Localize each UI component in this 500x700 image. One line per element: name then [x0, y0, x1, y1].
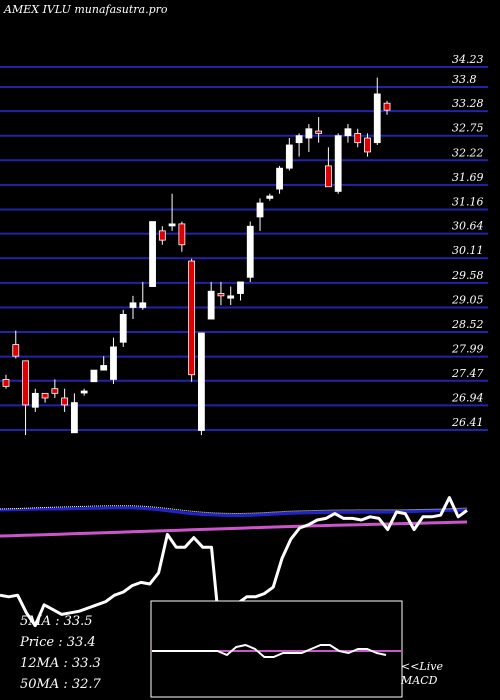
ma5-text: 5MA : 33.5 — [20, 614, 93, 629]
y-tick-label: 31.69 — [452, 171, 484, 184]
ma50-text: 50MA : 32.7 — [20, 677, 101, 692]
candle-body — [207, 290, 215, 320]
candle-body — [256, 202, 264, 218]
candle-body — [31, 392, 39, 408]
y-tick-label: 30.11 — [452, 244, 484, 257]
candle-body — [2, 379, 10, 387]
y-tick-label: 27.99 — [451, 343, 484, 356]
candle-body — [41, 392, 49, 399]
candle-body — [266, 195, 274, 199]
candle-body — [100, 365, 108, 371]
y-tick-label: 30.64 — [452, 220, 484, 233]
ma-long-line — [0, 520, 468, 538]
candle-body — [373, 93, 381, 144]
candle-body — [295, 135, 303, 144]
candle-body — [178, 223, 186, 246]
candle-body — [168, 223, 176, 227]
candle-body — [227, 295, 235, 299]
candle-body — [188, 260, 196, 376]
y-tick-label: 33.8 — [452, 73, 477, 86]
macd-live-text: <<Live — [401, 660, 443, 673]
candle-body — [149, 221, 156, 287]
candle-body — [246, 225, 254, 278]
price-grid — [0, 66, 488, 431]
ma12-text: 12MA : 33.3 — [20, 656, 101, 671]
candle-body — [364, 137, 371, 153]
y-tick-label: 31.16 — [452, 196, 484, 209]
candle-body — [305, 128, 313, 139]
y-tick-label: 26.94 — [451, 391, 484, 404]
macd-line — [152, 644, 387, 658]
price-text: Price : 33.4 — [20, 635, 96, 650]
candle-body — [197, 332, 205, 431]
y-tick-label: 27.47 — [451, 367, 484, 380]
candle-body — [22, 360, 29, 406]
candle-body — [217, 293, 225, 297]
candle-body — [51, 388, 59, 394]
candle-body — [70, 402, 78, 434]
ma-slow-line — [0, 506, 468, 517]
y-tick-label: 29.58 — [451, 269, 484, 282]
macd-label: <<Live MACD — [401, 660, 443, 688]
symbol-label: IVLU — [42, 3, 71, 16]
candle-body — [383, 102, 391, 111]
candle-body — [80, 390, 88, 394]
price-ticks: 34.23 33.8 33.28 32.75 32.22 31.69 31.16 30.64 3… — [451, 53, 484, 429]
macd-panel — [150, 600, 403, 698]
site-label: munafasutra.pro — [74, 3, 168, 16]
candles — [2, 77, 391, 436]
candle-body — [110, 346, 117, 380]
candle-body — [129, 302, 137, 308]
candle-body — [90, 369, 98, 383]
candle-body — [285, 144, 293, 169]
y-tick-label: 26.41 — [451, 416, 484, 429]
candle-body — [139, 302, 147, 308]
candle-body — [354, 132, 362, 144]
y-tick-label: 32.22 — [452, 146, 484, 159]
ma-stats: 5MA : 33.5 Price : 33.4 12MA : 33.3 50MA… — [20, 611, 101, 695]
candle-body — [344, 128, 352, 137]
y-tick-label: 33.28 — [452, 97, 484, 110]
y-tick-label: 28.52 — [451, 318, 484, 331]
candle-body — [334, 135, 342, 192]
macd-title-text: MACD — [401, 674, 438, 687]
candle-body — [61, 397, 69, 406]
chart-header: AMEX IVLU munafasutra.pro — [4, 3, 168, 16]
candle-body — [276, 167, 283, 190]
candle-body — [315, 130, 323, 134]
candle-body — [12, 344, 20, 357]
candle-body — [237, 281, 244, 294]
exchange-label: AMEX — [4, 3, 40, 16]
candle-body — [119, 314, 127, 343]
candle-body — [325, 165, 332, 188]
y-tick-label: 34.23 — [452, 53, 484, 66]
y-tick-label: 32.75 — [452, 122, 484, 135]
y-tick-label: 29.05 — [451, 293, 484, 306]
candle-body — [158, 230, 166, 241]
